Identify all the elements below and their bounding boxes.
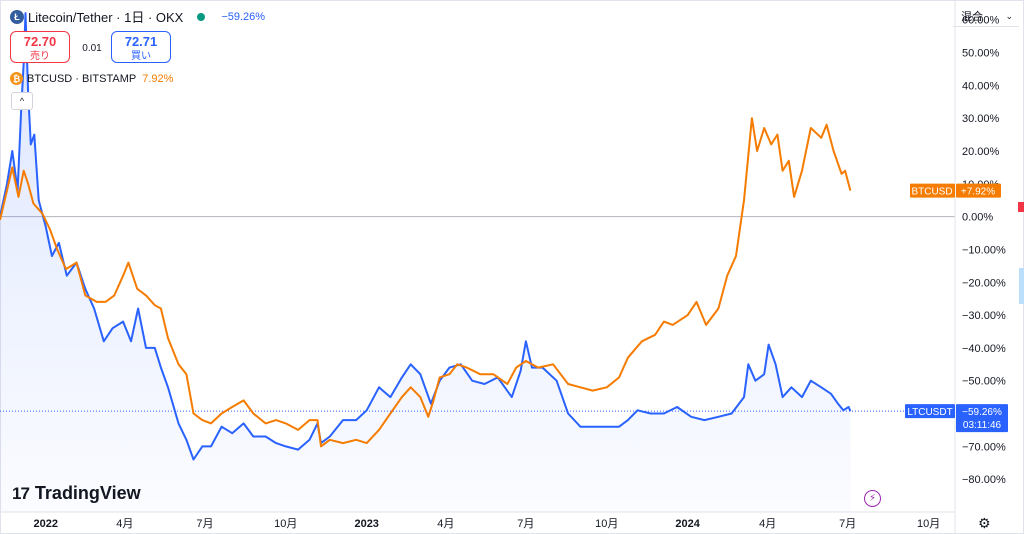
x-tick-label: 4月 — [116, 518, 133, 530]
chevron-down-icon: ⌄ — [1005, 10, 1013, 21]
x-tick-label: 4月 — [437, 518, 454, 530]
y-tick-label: 20.00% — [962, 146, 1000, 158]
y-tick-label: −20.00% — [962, 277, 1006, 289]
flash-glyph: ⚡ — [868, 493, 877, 504]
y-tick-label: 40.00% — [962, 80, 1000, 92]
gear-glyph: ⚙ — [978, 515, 991, 531]
series-line-ltcusdt — [0, 12, 852, 461]
sell-button[interactable]: 72.70 売り — [10, 31, 70, 63]
y-tick-label: −50.00% — [962, 376, 1006, 388]
side-price-marker — [1018, 202, 1024, 212]
tradingview-logo[interactable]: 17 TradingView — [12, 483, 141, 504]
market-status-dot — [197, 12, 206, 21]
compare-legend[interactable]: ₿ BTCUSD · BITSTAMP 7.92% — [10, 72, 173, 85]
tradingview-mark-icon: 17 — [12, 483, 30, 503]
btc-name-tag — [910, 183, 955, 198]
y-tick-label: 60.00% — [962, 15, 1000, 27]
symbol-title[interactable]: Litecoin/Tether · 1日 · OKX — [28, 10, 184, 25]
y-tick-label: −40.00% — [962, 343, 1006, 355]
symbol-change: −59.26% — [221, 10, 266, 23]
ltc-countdown: 03:11:46 — [963, 420, 1002, 431]
flash-icon[interactable]: ⚡ — [864, 490, 881, 507]
y-tick-label: −30.00% — [962, 310, 1006, 322]
tradingview-wordmark: TradingView — [34, 483, 141, 503]
scale-mode-label: 混合 — [961, 11, 983, 23]
chevron-up-icon: ^ — [19, 96, 25, 106]
buy-label: 買い — [131, 51, 151, 62]
series-area-ltcusdt — [0, 13, 851, 512]
y-tick-label: 0.00% — [962, 212, 993, 224]
ltc-last-badge — [956, 404, 1008, 433]
sell-label: 売り — [30, 51, 50, 62]
collapse-legend-button[interactable]: ^ — [11, 92, 33, 110]
btc-last-badge — [956, 183, 1001, 198]
ltc-name-tag-text: LTCUSDT — [907, 407, 952, 418]
btc-name-tag-text: BTCUSD — [911, 187, 952, 198]
x-tick-label: 10月 — [595, 518, 618, 530]
buy-button[interactable]: 72.71 買い — [111, 31, 171, 63]
litecoin-icon: Ł — [10, 9, 24, 24]
price-badges: BTCUSD +7.92% LTCUSDT −59.26% 03:11:46 — [905, 183, 1008, 433]
x-tick-label: 7月 — [196, 518, 213, 530]
bitcoin-icon: ₿ — [10, 72, 23, 85]
x-tick-label: 4月 — [759, 518, 776, 530]
btc-last-value: +7.92% — [961, 187, 995, 198]
y-tick-label: 30.00% — [962, 113, 1000, 125]
x-tick-label: 2024 — [675, 518, 700, 530]
y-tick-label: −10.00% — [962, 244, 1006, 256]
x-tick-label: 2022 — [33, 518, 57, 530]
ltc-name-tag — [905, 404, 955, 419]
x-axis-ticks: 2022 4月 7月 10月 2023 4月 7月 10月 2024 4月 7月 10月 — [0, 511, 955, 530]
ltc-area-layer — [0, 13, 851, 512]
y-tick-label: −80.00% — [962, 474, 1006, 486]
compare-symbol[interactable]: BTCUSD · BITSTAMP — [27, 72, 137, 85]
y-tick-label: 50.00% — [962, 48, 1000, 60]
scale-mode-dropdown[interactable]: 混合 ⌄ — [953, 6, 1019, 27]
series-line-btcusd — [0, 117, 852, 448]
gear-icon[interactable]: ⚙ — [978, 515, 991, 532]
ltc-last-value: −59.26% — [962, 407, 1002, 418]
y-axis-ticks: 60.00%50.00%40.00%30.00%20.00%10.00%0.00… — [954, 0, 1006, 534]
spread-value: 0.01 — [82, 43, 102, 54]
x-tick-label: 7月 — [839, 518, 856, 530]
x-tick-label: 2023 — [354, 518, 378, 530]
side-panel-handle[interactable] — [1019, 268, 1024, 304]
series-lines-layer — [0, 12, 852, 461]
x-tick-label: 7月 — [517, 518, 534, 530]
symbol-header[interactable]: Ł Litecoin/Tether · 1日 · OKX −59.26% — [10, 7, 265, 26]
x-tick-label: 10月 — [274, 518, 297, 530]
sell-price: 72.70 — [23, 34, 57, 49]
compare-change: 7.92% — [142, 72, 174, 85]
buy-price: 72.71 — [124, 34, 158, 49]
y-tick-label: −70.00% — [962, 441, 1006, 453]
x-tick-label: 10月 — [917, 518, 940, 530]
